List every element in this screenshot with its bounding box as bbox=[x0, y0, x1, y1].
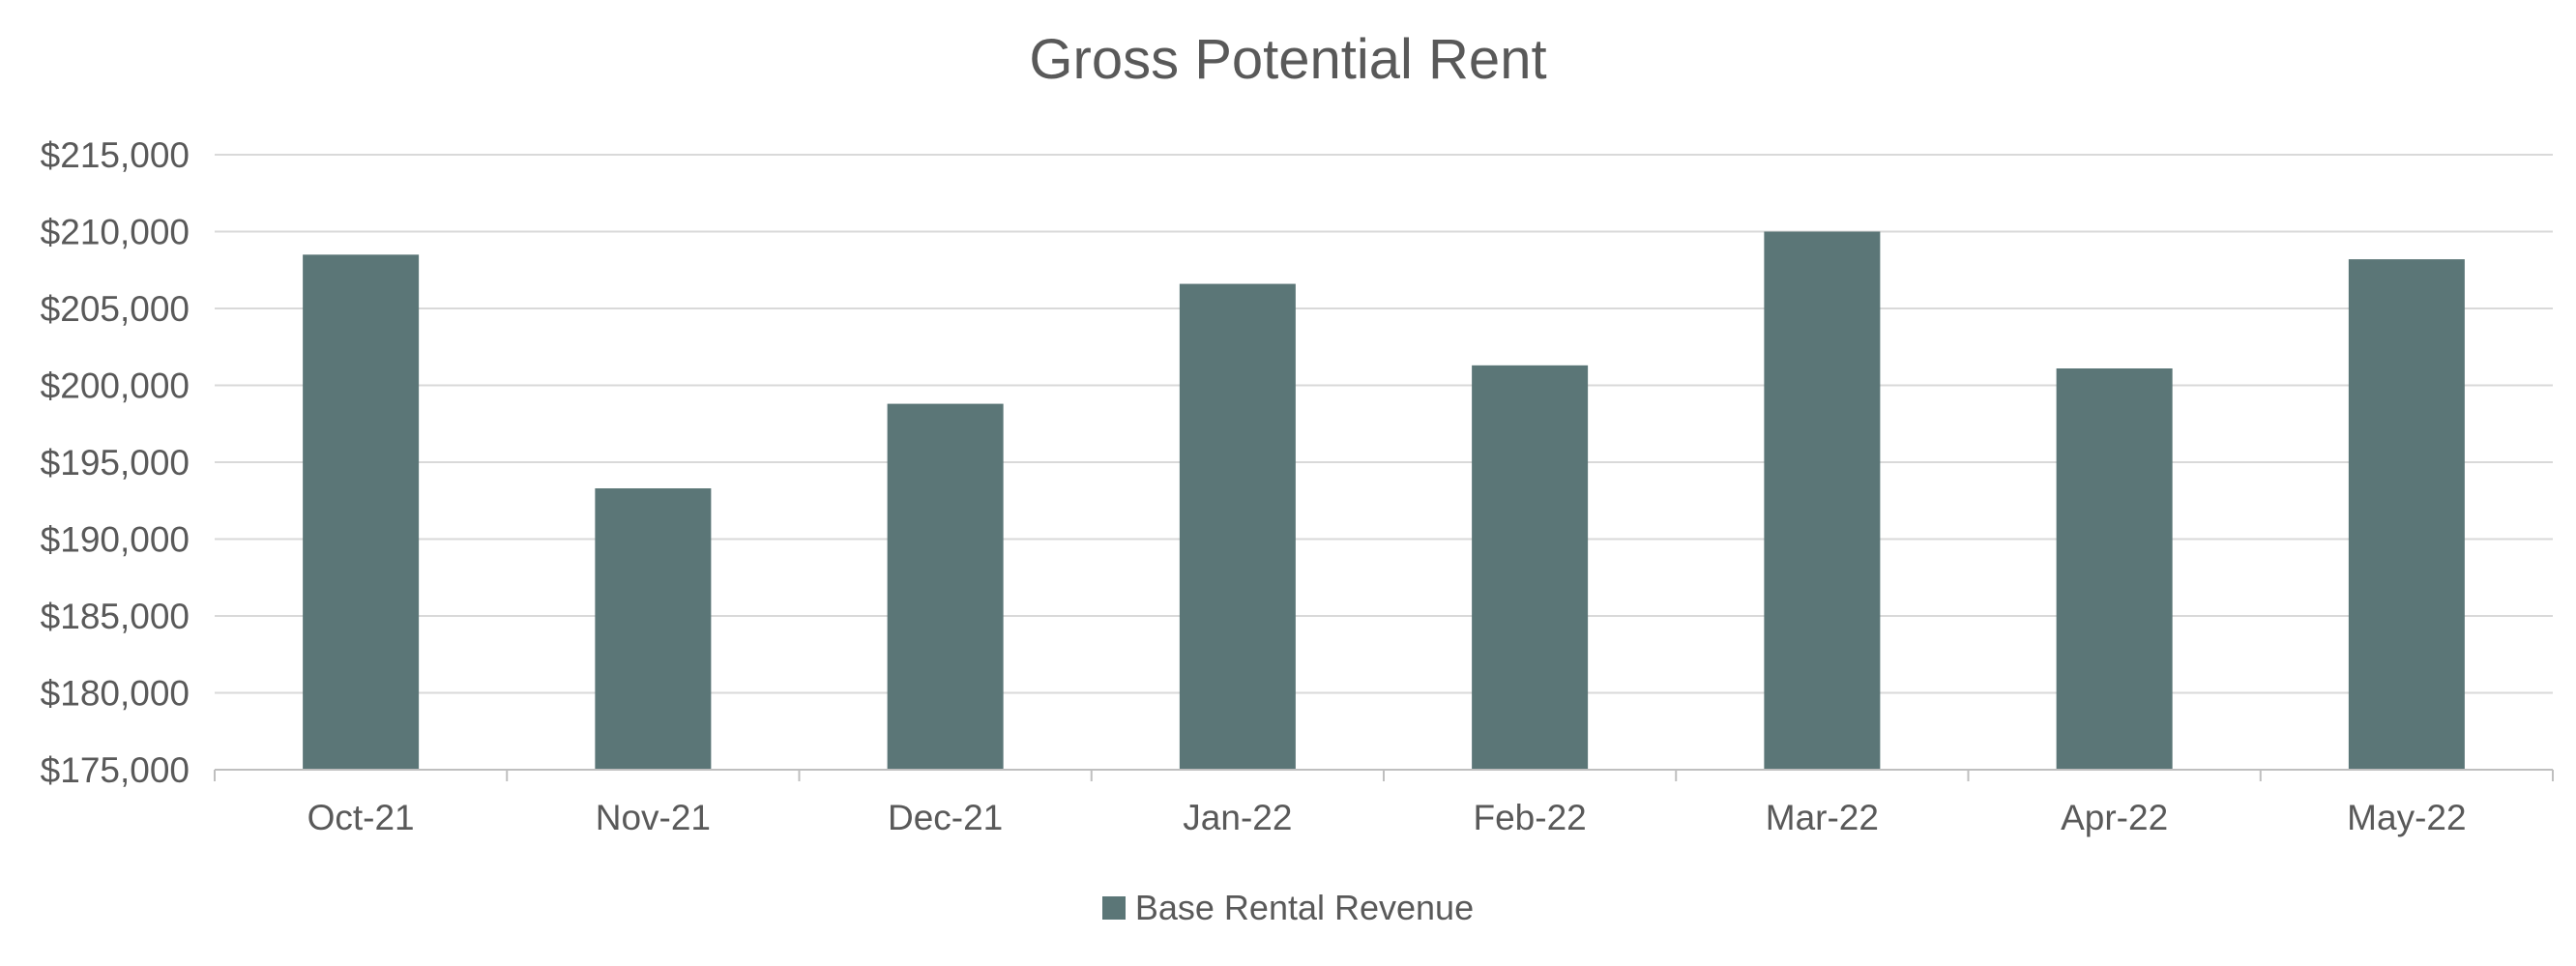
chart-title: Gross Potential Rent bbox=[1029, 28, 1547, 91]
x-tick-label: Feb-22 bbox=[1474, 798, 1587, 837]
y-tick-label: $205,000 bbox=[41, 289, 190, 329]
x-tick-label: Oct-21 bbox=[307, 798, 415, 837]
bar bbox=[1472, 365, 1589, 770]
x-tick-label: May-22 bbox=[2347, 798, 2466, 837]
x-tick-label: Mar-22 bbox=[1766, 798, 1879, 837]
x-tick-label: Jan-22 bbox=[1183, 798, 1292, 837]
y-tick-label: $195,000 bbox=[41, 443, 190, 483]
bar bbox=[595, 488, 712, 770]
y-tick-label: $215,000 bbox=[41, 135, 190, 175]
bar bbox=[1764, 231, 1881, 770]
x-tick-label: Dec-21 bbox=[888, 798, 1003, 837]
y-tick-label: $180,000 bbox=[41, 674, 190, 714]
x-tick-label: Nov-21 bbox=[596, 798, 711, 837]
y-tick-label: $190,000 bbox=[41, 520, 190, 560]
y-tick-label: $210,000 bbox=[41, 213, 190, 252]
legend-label: Base Rental Revenue bbox=[1134, 888, 1475, 927]
y-tick-label: $200,000 bbox=[41, 366, 190, 406]
y-tick-label: $185,000 bbox=[41, 597, 190, 636]
bar bbox=[2056, 368, 2173, 770]
bar bbox=[303, 254, 420, 771]
bar bbox=[1179, 283, 1296, 770]
legend: Base Rental Revenue bbox=[0, 888, 2576, 928]
bar bbox=[2348, 259, 2465, 770]
bar bbox=[887, 403, 1004, 770]
x-tick-label: Apr-22 bbox=[2061, 798, 2168, 837]
y-tick-label: $175,000 bbox=[41, 750, 190, 790]
legend-swatch bbox=[1101, 896, 1126, 920]
